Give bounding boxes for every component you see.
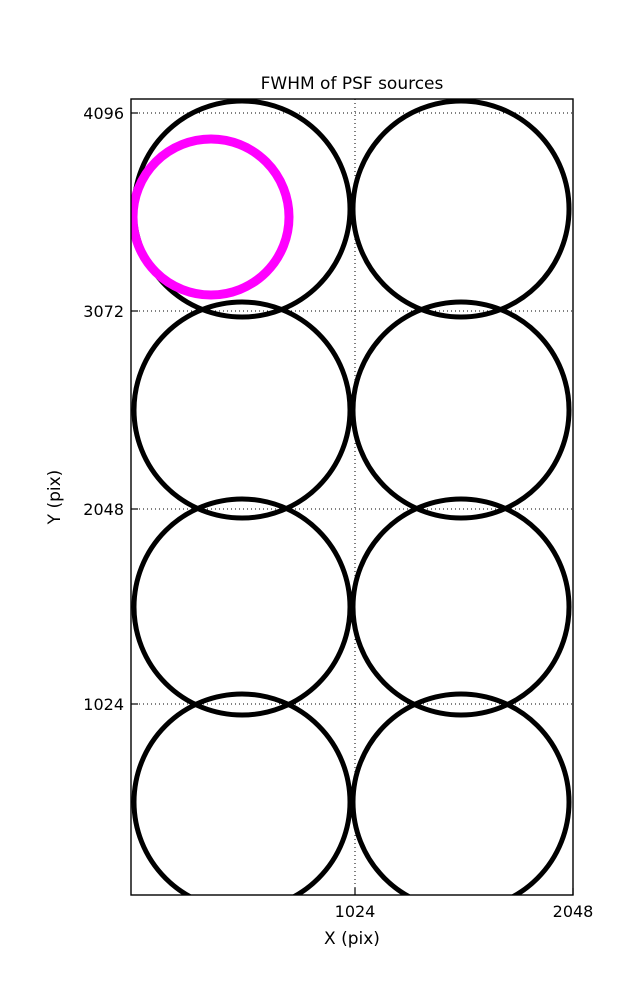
page-title: FWHM of PSF sources [261, 74, 444, 94]
ytick-label-1024: 1024 [83, 695, 124, 714]
axes-background [131, 99, 573, 895]
axes-frame [130, 98, 574, 896]
tick-marks [131, 112, 574, 895]
y-axis-label: Y (pix) [45, 470, 65, 526]
psf-circle [350, 691, 572, 895]
ytick-label-2048: 2048 [83, 500, 124, 519]
x-axis-label: X (pix) [324, 929, 380, 949]
ytick-label-4096: 4096 [83, 104, 124, 123]
psf-circle [131, 691, 353, 895]
data-layer [131, 99, 572, 895]
psf-source-circles [131, 99, 572, 895]
xtick-label-1024: 1024 [335, 902, 376, 921]
highlighted-psf-circle-group [131, 134, 294, 300]
psf-circle [350, 496, 572, 718]
xtick-label-2048: 2048 [553, 902, 594, 921]
psf-circle [131, 496, 353, 718]
psf-circle [350, 99, 572, 320]
psf-circle [350, 299, 572, 521]
highlighted-psf-circle [131, 134, 294, 300]
psf-circle [131, 299, 353, 521]
ytick-label-3072: 3072 [83, 302, 124, 321]
